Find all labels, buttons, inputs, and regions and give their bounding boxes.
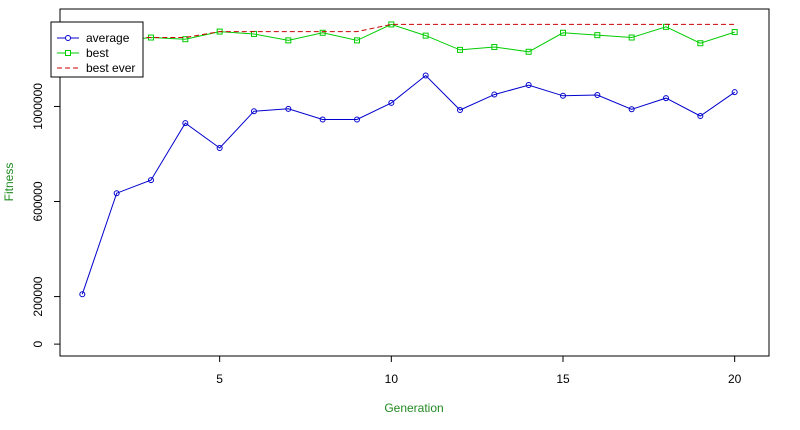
data-point-average xyxy=(456,107,463,114)
data-point-best xyxy=(182,36,189,43)
data-point-average xyxy=(79,291,86,298)
data-point-average xyxy=(216,145,223,152)
data-point-average xyxy=(422,72,429,79)
series-line-best-ever xyxy=(82,23,735,40)
x-tick-label: 10 xyxy=(385,372,399,386)
plot-frame xyxy=(59,8,770,357)
legend-box xyxy=(50,21,144,78)
data-point-best xyxy=(559,29,566,36)
data-point-best xyxy=(697,40,704,47)
x-tick-label: 5 xyxy=(216,372,223,386)
data-point-average xyxy=(662,95,669,102)
data-point-average xyxy=(285,105,292,112)
data-point-best xyxy=(422,32,429,39)
data-point-best xyxy=(594,32,601,39)
series-layer xyxy=(79,21,738,298)
data-point-average xyxy=(594,92,601,99)
data-point-average xyxy=(353,116,360,123)
data-point-average xyxy=(559,92,566,99)
data-point-average xyxy=(491,91,498,98)
x-axis: 5 10 15 20 xyxy=(216,356,742,386)
legend-marker-best xyxy=(65,50,71,56)
x-axis-title: Generation xyxy=(384,401,443,415)
y-tick-label: 0 xyxy=(31,340,45,347)
legend-marker-average xyxy=(65,35,71,41)
legend-label-best-ever: best ever xyxy=(86,61,135,75)
data-point-average xyxy=(147,177,154,184)
data-point-average xyxy=(182,120,189,127)
x-tick-label: 15 xyxy=(556,372,570,386)
data-point-best xyxy=(456,46,463,53)
legend-label-best: best xyxy=(86,46,109,60)
data-point-average xyxy=(388,99,395,106)
y-axis: 0 200000 600000 1000000 xyxy=(31,83,60,347)
data-point-average xyxy=(250,108,257,115)
data-point-average xyxy=(731,89,738,96)
data-point-best xyxy=(731,29,738,36)
data-point-best xyxy=(525,48,532,55)
data-point-average xyxy=(319,116,326,123)
y-tick-label: 200000 xyxy=(31,276,45,316)
data-point-best xyxy=(491,44,498,51)
data-point-best xyxy=(353,37,360,44)
data-point-average xyxy=(697,112,704,119)
y-tick-label: 1000000 xyxy=(31,83,45,130)
series-line-average xyxy=(81,74,735,295)
y-axis-title: Fitness xyxy=(2,163,16,202)
data-point-average xyxy=(525,82,532,89)
data-point-best xyxy=(285,37,292,44)
data-point-average xyxy=(113,190,120,197)
legend-label-average: average xyxy=(86,31,130,45)
x-tick-label: 20 xyxy=(728,372,742,386)
data-point-best xyxy=(628,34,635,41)
y-tick-label: 600000 xyxy=(31,181,45,221)
data-point-best xyxy=(319,29,326,36)
data-point-average xyxy=(628,106,635,113)
series-line-best xyxy=(82,23,735,53)
